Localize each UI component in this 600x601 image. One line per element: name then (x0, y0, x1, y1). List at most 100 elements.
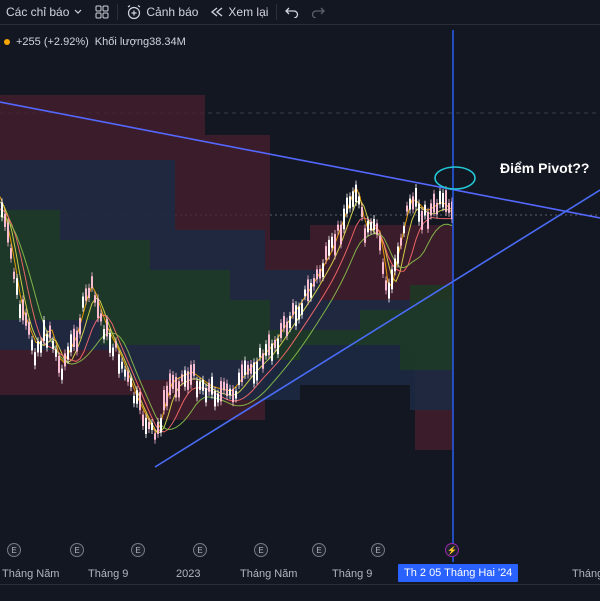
candle-body (421, 210, 423, 230)
volume-label: Khối lượng (94, 36, 150, 48)
candle-body (388, 282, 390, 299)
candle-body (241, 364, 243, 383)
candle-body (253, 362, 255, 384)
earnings-event-icon[interactable]: E (131, 543, 145, 557)
candle-body (322, 263, 324, 278)
candle-body (1, 202, 3, 218)
candle-body (235, 390, 237, 399)
candle-body (112, 347, 114, 357)
descending-trendline[interactable] (0, 101, 600, 219)
candle-body (157, 421, 159, 434)
candle-body (286, 321, 288, 337)
candle-body (259, 347, 261, 358)
redo-icon (311, 6, 326, 18)
earnings-event-icon[interactable]: E (254, 543, 268, 557)
candle-body (439, 191, 441, 205)
earnings-event-icon[interactable]: E (193, 543, 207, 557)
candle-body (160, 418, 162, 433)
ascending-trendline[interactable] (154, 189, 600, 468)
status-dot-icon (4, 39, 10, 45)
candle-body (343, 208, 345, 230)
replay-button[interactable]: Xem lại (204, 0, 274, 24)
candle-body (223, 381, 225, 391)
candle-body (10, 248, 12, 259)
earnings-event-icon[interactable]: E (312, 543, 326, 557)
candle-body (400, 237, 402, 246)
pivot-circle-annotation[interactable] (434, 166, 476, 190)
candle-body (409, 198, 411, 210)
candle-body (34, 352, 36, 366)
candle-body (202, 379, 204, 391)
candle-body (373, 218, 375, 231)
candle-body (121, 361, 123, 369)
candle-body (238, 372, 240, 385)
candle-body (349, 196, 351, 209)
candle-body (88, 287, 90, 299)
candle-body (442, 192, 444, 208)
candle-body (415, 188, 417, 207)
candle-body (151, 422, 153, 431)
candle-body (262, 353, 264, 369)
series-legend: +255 (+2.92%) Khối lượng 38.34M (0, 34, 186, 50)
candle-body (97, 298, 99, 319)
events-row: E E E E E E E ⚡ (0, 543, 600, 559)
candle-body (193, 363, 195, 376)
toolbar-divider (276, 4, 278, 20)
time-axis[interactable]: Tháng Năm Tháng 9 2023 Tháng Năm Tháng 9… (0, 562, 600, 584)
bottom-panel-strip (0, 584, 600, 601)
earnings-event-icon[interactable]: E (371, 543, 385, 557)
candle-body (136, 390, 138, 404)
candle-body (214, 390, 216, 407)
alerts-button[interactable]: Cảnh báo (120, 0, 204, 24)
candle-body (331, 236, 333, 248)
candle-body (25, 312, 27, 326)
templates-button[interactable] (89, 0, 115, 24)
candle-body (181, 374, 183, 382)
candle-body (220, 381, 222, 402)
price-chart[interactable] (0, 24, 600, 562)
candle-body (187, 371, 189, 390)
candle-body (391, 269, 393, 290)
earnings-event-icon[interactable]: E (7, 543, 21, 557)
candle-body (283, 316, 285, 329)
candle-body (7, 222, 9, 243)
candle-body (178, 381, 180, 398)
candle-body (325, 246, 327, 260)
candle-body (163, 389, 165, 411)
candle-body (397, 246, 399, 264)
earnings-event-icon[interactable]: E (70, 543, 84, 557)
indicators-button[interactable]: Các chỉ báo (0, 0, 89, 24)
alarm-clock-plus-icon (126, 4, 142, 20)
redo-button[interactable] (305, 0, 331, 24)
candle-body (301, 303, 303, 315)
candle-body (382, 262, 384, 274)
candle-body (22, 299, 24, 321)
candle-body (199, 381, 201, 391)
volume-value: 38.34M (149, 36, 186, 48)
top-toolbar: Các chỉ báo Cảnh báo Xem lại (0, 0, 600, 25)
flash-event-icon[interactable]: ⚡ (445, 543, 459, 557)
candle-body (328, 239, 330, 256)
pivot-annotation-text[interactable]: Điểm Pivot?? (500, 160, 590, 176)
candle-body (289, 315, 291, 329)
candle-body (118, 354, 120, 374)
candle-body (406, 205, 408, 212)
candle-body (82, 296, 84, 308)
candle-body (337, 224, 339, 231)
candle-body (268, 334, 270, 356)
candle-body (232, 388, 234, 403)
candle-body (367, 220, 369, 233)
candle-body (352, 191, 354, 207)
candle-body (31, 339, 33, 351)
candle-body (184, 370, 186, 387)
candle-body (247, 364, 249, 375)
candle-body (265, 344, 267, 356)
undo-button[interactable] (279, 0, 305, 24)
grid-icon (95, 5, 109, 19)
candle-body (94, 295, 96, 303)
candle-body (70, 334, 72, 353)
candle-body (106, 319, 108, 337)
candle-body (418, 203, 420, 222)
candle-body (67, 346, 69, 360)
candle-body (208, 382, 210, 392)
